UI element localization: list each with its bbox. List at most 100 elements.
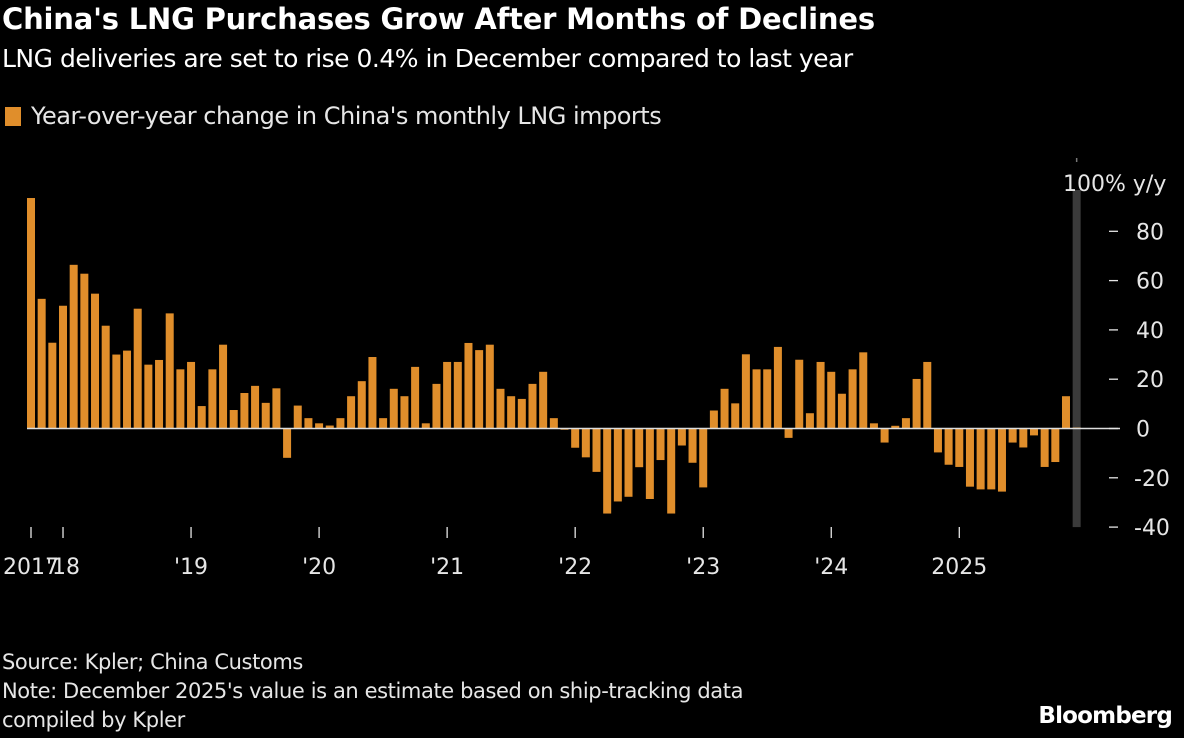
bar [443, 361, 452, 429]
y-axis-unit-label: 100% y/y [1063, 172, 1166, 197]
legend: Year-over-year change in China's monthly… [5, 102, 662, 130]
bar [357, 381, 366, 429]
bar [1019, 428, 1028, 448]
bar [155, 359, 164, 429]
y-tick-label: 60 [1136, 270, 1164, 295]
source-note: Source: Kpler; China Customs [2, 650, 303, 674]
bar [987, 428, 996, 490]
bar [997, 428, 1006, 492]
chart-subtitle: LNG deliveries are set to rise 0.4% in D… [2, 44, 853, 73]
x-tick-label: 2025 [931, 555, 987, 580]
bar [805, 413, 814, 429]
estimate-highlight-band [1072, 190, 1081, 528]
y-tick-label: 20 [1136, 368, 1164, 393]
bar [688, 428, 697, 463]
bar [197, 406, 206, 429]
x-tick-label: '24 [814, 555, 848, 580]
bar [752, 369, 761, 429]
x-tick-label: '19 [174, 555, 208, 580]
bar [37, 298, 46, 429]
bar [453, 361, 462, 429]
legend-swatch [5, 106, 21, 126]
footer: Source: Kpler; China Customs Note: Decem… [2, 648, 743, 735]
bar [741, 354, 750, 429]
bar [91, 293, 100, 429]
bar [176, 369, 185, 429]
bar [1040, 428, 1049, 467]
bar [795, 359, 804, 429]
bar [261, 402, 270, 429]
bar [635, 428, 644, 468]
bar [816, 361, 825, 429]
bar [112, 354, 121, 429]
bar [368, 357, 377, 429]
x-tick-label: '22 [558, 555, 592, 580]
bar [837, 393, 846, 429]
bar [933, 428, 942, 453]
y-tick-label: -40 [1134, 516, 1170, 541]
bar [27, 198, 35, 429]
bar [187, 361, 196, 429]
footnote-line-2: compiled by Kpler [2, 708, 185, 732]
x-tick-label: '21 [430, 555, 464, 580]
bar [901, 418, 910, 429]
y-tick-label: 40 [1136, 319, 1164, 344]
bar [400, 396, 409, 429]
bar [720, 388, 729, 429]
bar [347, 396, 356, 429]
bar [645, 428, 654, 499]
bar [101, 325, 110, 429]
x-tick-label: '18 [46, 555, 80, 580]
bar [1008, 428, 1017, 443]
bar [1061, 396, 1070, 429]
y-tick-label: 0 [1136, 418, 1150, 443]
bar [80, 273, 89, 429]
footnote-line-1: Note: December 2025's value is an estima… [2, 679, 744, 703]
bar [944, 428, 953, 465]
bar [464, 342, 473, 429]
bar [325, 425, 334, 429]
bar [144, 364, 153, 429]
bar [955, 428, 964, 467]
bar [251, 385, 260, 429]
bar [411, 366, 420, 429]
bar [304, 418, 313, 429]
bar [976, 428, 985, 490]
bar [624, 428, 633, 497]
bar [421, 423, 430, 429]
bar [208, 369, 217, 429]
bar [229, 410, 238, 429]
bar [581, 428, 590, 458]
bar [123, 350, 132, 429]
bar [336, 418, 345, 429]
bar [592, 428, 601, 472]
bar [59, 305, 68, 429]
bar [1051, 428, 1060, 463]
bar [912, 378, 921, 429]
bar [485, 344, 494, 429]
bar [709, 410, 718, 429]
bar [571, 428, 580, 448]
bar [613, 428, 622, 502]
bar [869, 423, 878, 429]
bar [283, 428, 292, 458]
y-tick-label: 80 [1136, 220, 1164, 245]
bar [272, 388, 281, 429]
bar [48, 342, 57, 429]
bar [379, 418, 388, 429]
bar [773, 346, 782, 429]
bar [240, 393, 249, 429]
y-tick-label: -20 [1134, 467, 1170, 492]
bar [880, 428, 889, 443]
bar [389, 388, 398, 429]
bar [848, 369, 857, 429]
bar [507, 396, 516, 429]
bar [549, 418, 558, 429]
bar [923, 361, 932, 429]
legend-label: Year-over-year change in China's monthly… [31, 102, 662, 130]
bar [69, 264, 78, 429]
x-tick-label: '20 [302, 555, 336, 580]
bar [496, 388, 505, 429]
bar [656, 428, 665, 461]
bar [667, 428, 676, 514]
